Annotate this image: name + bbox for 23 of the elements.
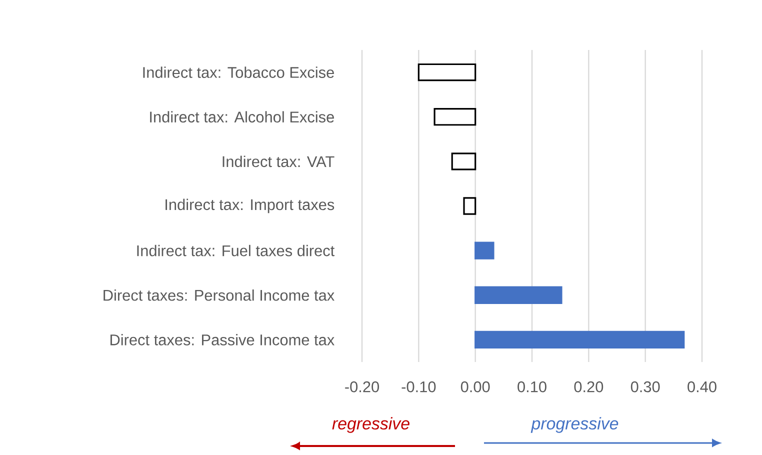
text: regressive bbox=[332, 417, 410, 433]
text: progressive bbox=[530, 417, 618, 433]
x-tick-label: 0.40 bbox=[688, 381, 716, 392]
bar bbox=[474, 330, 685, 349]
y-tick-label: Direct taxes: Personal Income tax bbox=[104, 289, 334, 301]
x-tick-label: 0.20 bbox=[574, 381, 604, 392]
bar bbox=[474, 286, 562, 304]
x-tick-label: 0.00 bbox=[460, 381, 490, 392]
bar bbox=[434, 108, 476, 126]
y-tick-label: Indirect tax: Alcohol Excise bbox=[150, 111, 334, 123]
bar bbox=[451, 152, 476, 170]
y-tick-label: Indirect tax: VAT bbox=[222, 156, 334, 168]
x-tick-label: -0.10 bbox=[402, 381, 436, 392]
x-tick-label: 0.10 bbox=[518, 381, 546, 392]
bar bbox=[463, 197, 476, 215]
y-tick-label: Indirect tax: Fuel taxes direct bbox=[137, 244, 335, 256]
bar bbox=[418, 63, 476, 82]
y-tick-label: Indirect tax: Tobacco Excise bbox=[143, 66, 334, 78]
x-tick-label: 0.30 bbox=[630, 381, 660, 392]
x-tick-label: -0.20 bbox=[345, 381, 379, 392]
bar bbox=[474, 242, 494, 260]
y-tick-label: Direct taxes: Passive Income tax bbox=[110, 334, 334, 346]
y-tick-label: Indirect tax: Import taxes bbox=[166, 198, 334, 214]
